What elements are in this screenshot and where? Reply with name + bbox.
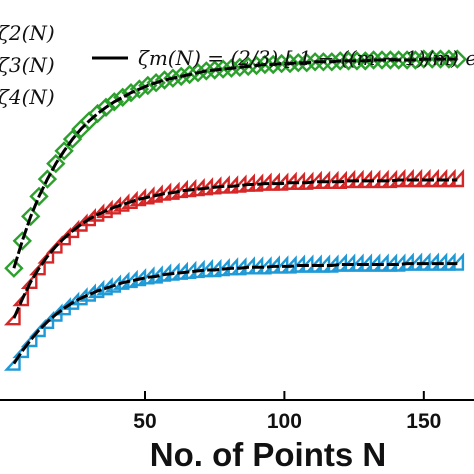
data-point: [363, 50, 384, 70]
data-point: [205, 60, 225, 80]
data-point: [389, 50, 409, 70]
series-3-markers: [3, 252, 465, 371]
data-point: [263, 54, 283, 75]
data-point: [255, 54, 275, 75]
data-point: [288, 53, 308, 73]
x-tick-label: 50: [133, 410, 156, 433]
data-point: [213, 59, 233, 79]
data-point: [372, 50, 392, 70]
data-point: [163, 68, 183, 88]
x-tick-label: 100: [267, 410, 302, 433]
data-point: [62, 129, 83, 149]
data-point: [271, 53, 292, 74]
data-point: [430, 49, 451, 69]
data-point: [397, 50, 417, 70]
data-point: [280, 53, 300, 74]
legend-entry-3: ζ4(N): [0, 85, 55, 109]
data-point: [21, 206, 41, 227]
series-1-markers: [4, 49, 467, 278]
data-point: [46, 153, 66, 174]
data-point: [322, 52, 342, 72]
fit-curve-series-2: [12, 178, 458, 319]
data-point: [238, 56, 258, 77]
data-point: [355, 51, 375, 71]
data-point: [4, 258, 24, 278]
formula-text: ζm(N) = (2/3) [ 1 − ((m − 1)/m) exp (: [138, 46, 474, 70]
data-point: [246, 55, 267, 76]
data-point: [54, 141, 74, 161]
data-point: [230, 57, 250, 77]
data-point: [305, 52, 325, 72]
data-point: [121, 83, 141, 103]
data-point: [422, 49, 442, 69]
data-point: [221, 58, 242, 78]
x-tick-label: 150: [406, 410, 441, 433]
fit-curves: [12, 57, 458, 365]
x-axis-label: No. of Points N: [150, 436, 386, 473]
data-point: [380, 50, 401, 70]
data-point: [439, 49, 459, 69]
legend-entry-2: ζ3(N): [0, 53, 55, 77]
data-point: [297, 53, 317, 73]
legend: ζ2(N) ζ3(N) ζ4(N): [0, 21, 55, 109]
data-point: [29, 186, 49, 207]
data-point: [313, 52, 334, 72]
data-point: [414, 49, 434, 69]
legend-entry-1: ζ2(N): [0, 21, 55, 45]
data-point: [196, 61, 216, 81]
data-point: [347, 51, 367, 71]
chart-marks: [3, 49, 467, 371]
data-point: [37, 169, 58, 189]
data-point: [405, 50, 426, 70]
fit-curve-series-1: [12, 57, 458, 269]
axes: 50 100 150 No. of Points N: [0, 391, 474, 473]
data-point: [20, 328, 38, 348]
data-point: [447, 49, 467, 69]
data-point: [330, 51, 350, 71]
fit-curve-series-3: [12, 262, 458, 365]
data-point: [338, 51, 359, 71]
data-point: [12, 231, 32, 251]
data-point: [96, 97, 116, 117]
formula-annotation: ζm(N) = (2/3) [ 1 − ((m − 1)/m) exp (: [92, 46, 474, 70]
